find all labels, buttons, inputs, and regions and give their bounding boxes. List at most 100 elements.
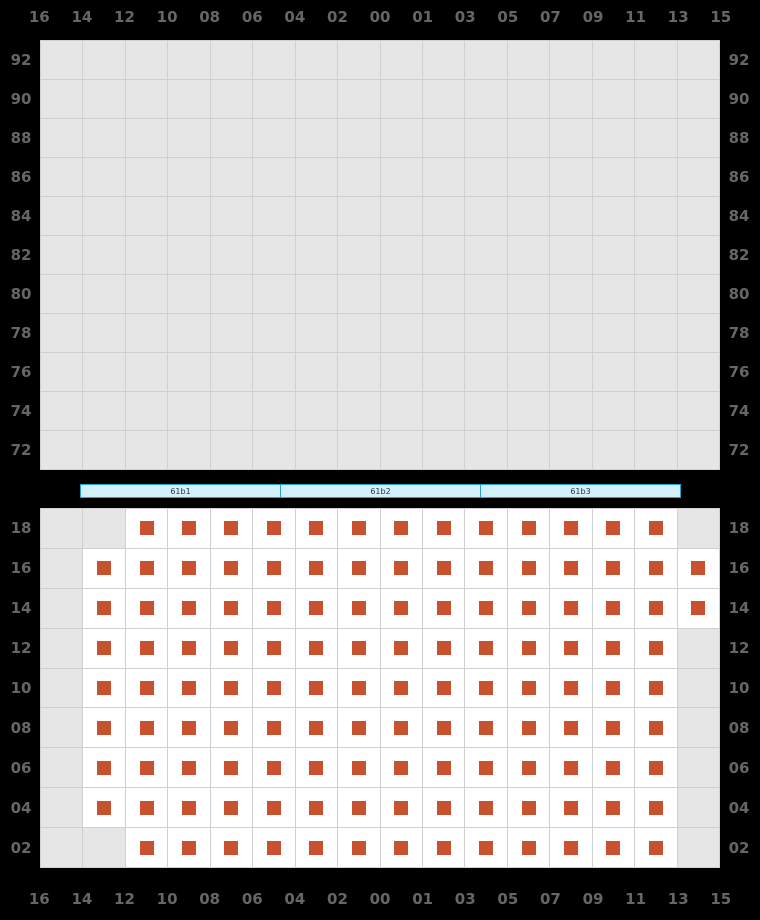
grid-cell[interactable] <box>635 788 676 827</box>
grid-cell[interactable] <box>296 314 337 352</box>
grid-cell[interactable] <box>508 197 549 235</box>
grid-cell[interactable] <box>423 353 464 391</box>
grid-cell[interactable] <box>550 197 591 235</box>
grid-cell[interactable] <box>83 353 124 391</box>
grid-cell[interactable] <box>423 275 464 313</box>
grid-cell[interactable] <box>593 353 634 391</box>
grid-cell[interactable] <box>168 589 209 628</box>
grid-cell[interactable] <box>41 828 82 867</box>
grid-cell[interactable] <box>381 41 422 79</box>
grid-cell[interactable] <box>83 828 124 867</box>
grid-cell[interactable] <box>338 669 379 708</box>
grid-cell[interactable] <box>41 353 82 391</box>
grid-cell[interactable] <box>465 748 506 787</box>
grid-cell[interactable] <box>338 748 379 787</box>
grid-cell[interactable] <box>296 708 337 747</box>
grid-cell[interactable] <box>550 236 591 274</box>
grid-cell[interactable] <box>635 589 676 628</box>
grid-cell[interactable] <box>253 509 294 548</box>
grid-cell[interactable] <box>508 41 549 79</box>
grid-cell[interactable] <box>423 629 464 668</box>
grid-cell[interactable] <box>41 392 82 430</box>
grid-cell[interactable] <box>211 431 252 469</box>
grid-cell[interactable] <box>253 275 294 313</box>
grid-cell[interactable] <box>211 708 252 747</box>
grid-cell[interactable] <box>550 41 591 79</box>
grid-cell[interactable] <box>126 748 167 787</box>
grid-cell[interactable] <box>381 158 422 196</box>
grid-cell[interactable] <box>508 549 549 588</box>
grid-cell[interactable] <box>381 431 422 469</box>
grid-cell[interactable] <box>296 236 337 274</box>
grid-cell[interactable] <box>465 431 506 469</box>
grid-cell[interactable] <box>635 708 676 747</box>
grid-cell[interactable] <box>211 629 252 668</box>
grid-cell[interactable] <box>296 197 337 235</box>
grid-cell[interactable] <box>635 509 676 548</box>
grid-cell[interactable] <box>83 236 124 274</box>
grid-cell[interactable] <box>678 158 719 196</box>
grid-cell[interactable] <box>126 353 167 391</box>
grid-cell[interactable] <box>253 197 294 235</box>
grid-cell[interactable] <box>550 314 591 352</box>
grid-cell[interactable] <box>465 788 506 827</box>
grid-cell[interactable] <box>211 788 252 827</box>
grid-cell[interactable] <box>126 788 167 827</box>
grid-cell[interactable] <box>593 80 634 118</box>
grid-cell[interactable] <box>253 669 294 708</box>
grid-cell[interactable] <box>126 589 167 628</box>
grid-cell[interactable] <box>635 119 676 157</box>
grid-cell[interactable] <box>83 669 124 708</box>
grid-cell[interactable] <box>593 669 634 708</box>
grid-cell[interactable] <box>126 236 167 274</box>
grid-cell[interactable] <box>253 788 294 827</box>
grid-cell[interactable] <box>465 669 506 708</box>
grid-cell[interactable] <box>211 669 252 708</box>
grid-cell[interactable] <box>593 392 634 430</box>
grid-cell[interactable] <box>381 748 422 787</box>
grid-cell[interactable] <box>211 748 252 787</box>
grid-cell[interactable] <box>168 748 209 787</box>
grid-cell[interactable] <box>635 669 676 708</box>
grid-cell[interactable] <box>41 708 82 747</box>
grid-cell[interactable] <box>296 669 337 708</box>
grid-cell[interactable] <box>635 828 676 867</box>
grid-cell[interactable] <box>508 509 549 548</box>
grid-cell[interactable] <box>168 431 209 469</box>
grid-cell[interactable] <box>41 236 82 274</box>
grid-cell[interactable] <box>678 748 719 787</box>
grid-cell[interactable] <box>211 589 252 628</box>
grid-cell[interactable] <box>41 80 82 118</box>
grid-cell[interactable] <box>423 748 464 787</box>
grid-cell[interactable] <box>508 708 549 747</box>
grid-cell[interactable] <box>168 197 209 235</box>
grid-cell[interactable] <box>678 589 719 628</box>
grid-cell[interactable] <box>678 314 719 352</box>
grid-cell[interactable] <box>508 669 549 708</box>
grid-cell[interactable] <box>635 41 676 79</box>
grid-cell[interactable] <box>168 353 209 391</box>
grid-cell[interactable] <box>126 119 167 157</box>
grid-cell[interactable] <box>126 431 167 469</box>
grid-cell[interactable] <box>126 275 167 313</box>
grid-cell[interactable] <box>83 629 124 668</box>
grid-cell[interactable] <box>465 197 506 235</box>
grid-cell[interactable] <box>635 392 676 430</box>
grid-cell[interactable] <box>338 708 379 747</box>
grid-cell[interactable] <box>126 708 167 747</box>
grid-cell[interactable] <box>41 314 82 352</box>
grid-cell[interactable] <box>126 669 167 708</box>
grid-cell[interactable] <box>83 431 124 469</box>
grid-cell[interactable] <box>83 80 124 118</box>
grid-cell[interactable] <box>550 629 591 668</box>
grid-cell[interactable] <box>211 236 252 274</box>
grid-cell[interactable] <box>423 119 464 157</box>
grid-cell[interactable] <box>41 509 82 548</box>
grid-cell[interactable] <box>168 236 209 274</box>
grid-cell[interactable] <box>338 509 379 548</box>
grid-cell[interactable] <box>465 353 506 391</box>
grid-cell[interactable] <box>550 509 591 548</box>
grid-cell[interactable] <box>508 80 549 118</box>
grid-cell[interactable] <box>211 275 252 313</box>
grid-cell[interactable] <box>41 788 82 827</box>
